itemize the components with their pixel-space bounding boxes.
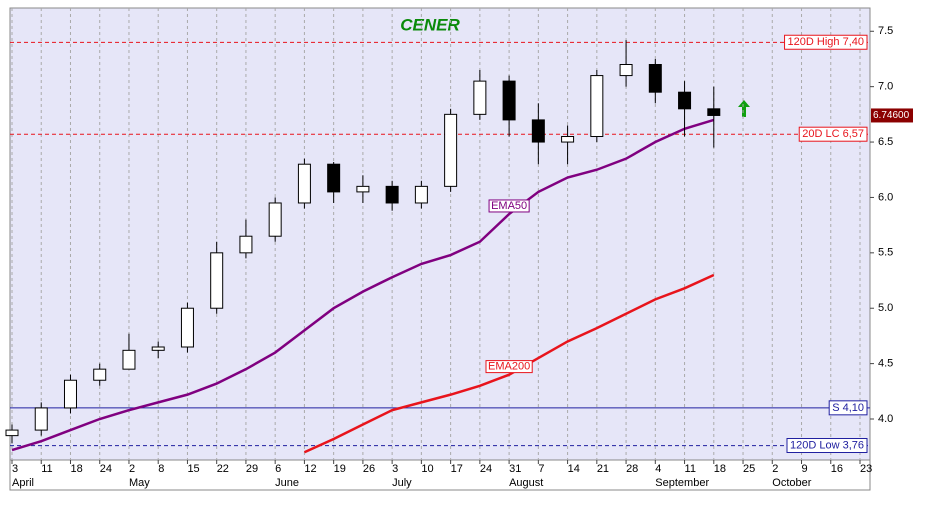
x-tick-label: 26: [363, 463, 375, 475]
last-price-box: [871, 108, 913, 123]
x-tick-label: 22: [217, 463, 229, 475]
x-tick-label: 18: [714, 463, 726, 475]
x-tick-label: 24: [480, 463, 492, 475]
chart-title: CENER: [400, 15, 460, 34]
y-tick-label: 7.5: [878, 25, 893, 37]
candle-body: [444, 113, 458, 187]
month-label: September: [655, 477, 709, 489]
candle-body: [590, 75, 604, 138]
y-tick-label: 4.5: [878, 358, 893, 370]
candle-body: [648, 64, 662, 93]
candle-body: [151, 346, 165, 351]
candle-body: [414, 185, 428, 204]
x-tick-label: 6: [275, 463, 281, 475]
x-tick-label: 3: [12, 463, 18, 475]
candle-body: [93, 368, 107, 381]
candle-body: [531, 119, 545, 143]
y-tick-label: 6.0: [878, 191, 893, 203]
candle-body: [239, 235, 253, 254]
candle-body: [473, 80, 487, 115]
y-tick-label: 5.5: [878, 247, 893, 259]
month-label: August: [509, 477, 543, 489]
candle-body: [297, 163, 311, 204]
x-tick-label: 25: [743, 463, 755, 475]
level-label-box: [828, 400, 868, 416]
x-tick-label: 11: [41, 463, 52, 475]
candle-body: [34, 407, 48, 431]
x-tick-label: 21: [597, 463, 609, 475]
level-label-box: [784, 34, 868, 50]
level-label-box: [798, 126, 868, 142]
x-tick-label: 16: [831, 463, 843, 475]
x-tick-label: 28: [626, 463, 638, 475]
x-tick-label: 19: [334, 463, 346, 475]
candle-body: [502, 80, 516, 121]
candle-body: [327, 163, 341, 193]
x-tick-label: 4: [655, 463, 661, 475]
candle-body: [707, 108, 721, 116]
ema-line: [303, 273, 715, 454]
x-tick-label: 2: [129, 463, 135, 475]
x-axis-area: [9, 459, 871, 491]
candle-body: [180, 307, 194, 348]
x-tick-label: 24: [100, 463, 112, 475]
x-tick-label: 12: [304, 463, 316, 475]
y-tick-label: 5.0: [878, 302, 893, 314]
candle-body: [5, 429, 19, 437]
y-tick-label: 6.5: [878, 136, 893, 148]
candle-body: [122, 349, 136, 370]
x-tick-label: 3: [392, 463, 398, 475]
x-tick-label: 29: [246, 463, 258, 475]
level-label: 120D High 7,40: [788, 36, 864, 48]
level-label: 20D LC 6,57: [802, 128, 864, 140]
ema-label-box: [488, 199, 530, 213]
candle-body: [619, 64, 633, 77]
y-tick-label: 7.0: [878, 81, 893, 93]
month-label: June: [275, 477, 299, 489]
candle-body: [678, 91, 692, 110]
x-tick-label: 14: [568, 463, 580, 475]
x-tick-label: 2: [772, 463, 778, 475]
level-label: 120D Low 3,76: [790, 440, 864, 452]
candle-body: [561, 136, 575, 143]
ema-label: EMA200: [488, 361, 530, 373]
candle-body: [356, 185, 370, 193]
x-tick-label: 11: [685, 463, 696, 475]
ema-line: [11, 118, 715, 452]
candle-body: [63, 379, 77, 409]
x-tick-label: 23: [860, 463, 872, 475]
x-tick-label: 8: [158, 463, 164, 475]
x-tick-label: 31: [509, 463, 521, 475]
ema-label-box: [485, 360, 533, 374]
month-label: July: [392, 477, 412, 489]
up-arrow: [738, 100, 750, 117]
month-label: May: [129, 477, 150, 489]
x-tick-label: 9: [802, 463, 808, 475]
month-label: April: [12, 477, 34, 489]
y-tick-label: 4.0: [878, 413, 893, 425]
last-price-label: 6.74600: [873, 110, 910, 121]
level-label: S 4,10: [832, 402, 864, 414]
month-label: October: [772, 477, 811, 489]
x-tick-label: 15: [187, 463, 199, 475]
x-tick-label: 7: [538, 463, 544, 475]
level-label-box: [786, 438, 868, 454]
x-tick-label: 18: [70, 463, 82, 475]
x-tick-label: 10: [421, 463, 433, 475]
candle-body: [268, 202, 282, 237]
ema-label: EMA50: [491, 200, 527, 212]
x-tick-label: 17: [451, 463, 463, 475]
candle-body: [385, 185, 399, 204]
plot-area: [9, 7, 871, 461]
candle-body: [210, 252, 224, 309]
